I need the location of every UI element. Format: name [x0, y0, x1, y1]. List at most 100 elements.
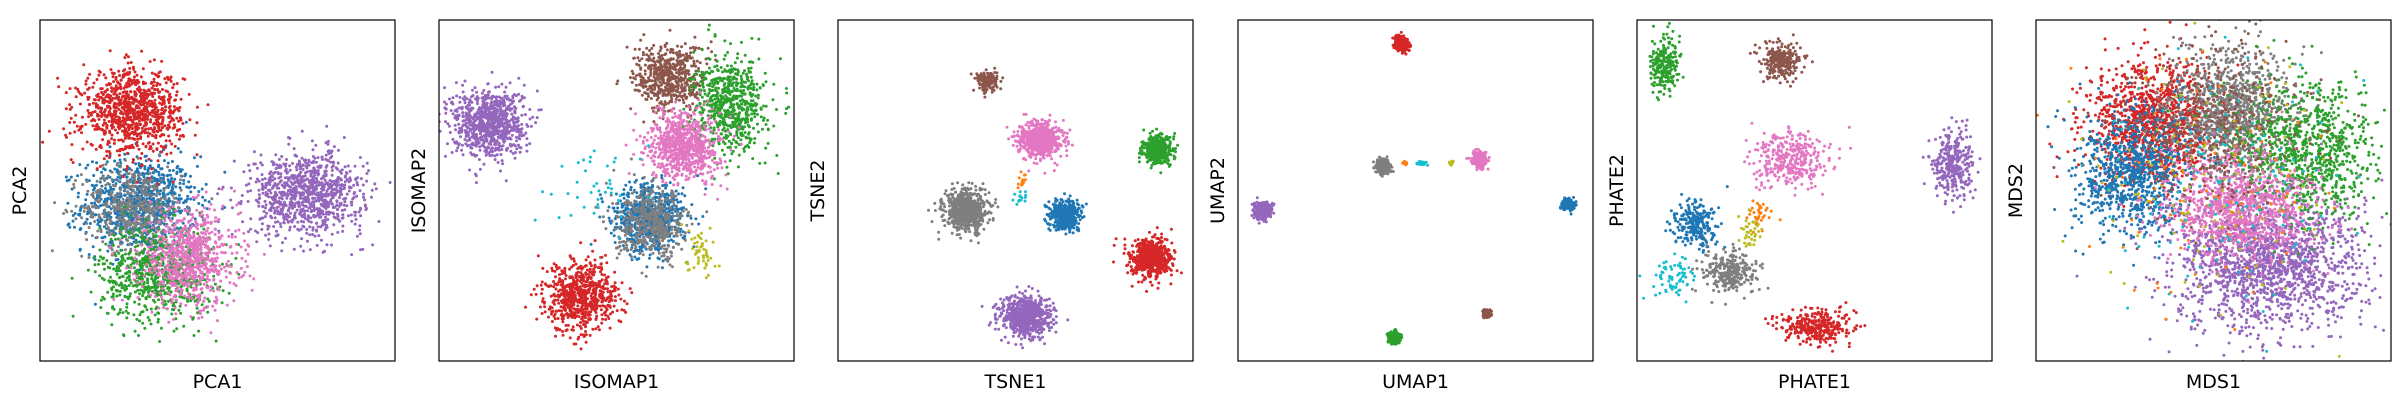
point	[214, 295, 218, 299]
point	[223, 170, 227, 174]
point	[149, 240, 153, 244]
point	[292, 177, 296, 181]
point	[315, 207, 319, 211]
point	[348, 176, 352, 180]
point	[139, 288, 143, 292]
point	[275, 163, 279, 167]
point	[113, 103, 117, 107]
point	[294, 165, 298, 169]
point	[297, 204, 300, 208]
point	[216, 192, 220, 196]
point	[457, 122, 461, 126]
point	[195, 303, 199, 307]
point	[263, 199, 267, 203]
point	[126, 61, 130, 65]
point	[138, 178, 142, 182]
point	[141, 268, 145, 272]
point	[125, 179, 129, 183]
point	[340, 209, 344, 212]
point	[100, 128, 104, 132]
point	[281, 205, 285, 209]
point	[137, 228, 141, 232]
point	[249, 227, 253, 231]
point	[155, 147, 159, 151]
point	[131, 173, 135, 177]
point	[204, 262, 208, 266]
point	[78, 208, 82, 212]
point	[247, 244, 251, 248]
point	[225, 262, 228, 266]
point	[149, 126, 153, 130]
point	[119, 201, 123, 204]
point	[142, 235, 146, 239]
point	[161, 119, 164, 123]
point	[137, 147, 141, 151]
point	[134, 204, 138, 208]
point	[248, 169, 252, 173]
point	[341, 229, 345, 233]
point	[116, 161, 120, 165]
point	[68, 103, 72, 107]
point	[127, 252, 131, 256]
point	[186, 291, 190, 295]
point	[306, 214, 310, 218]
point	[186, 197, 189, 201]
point	[152, 192, 156, 196]
point	[189, 190, 193, 194]
point	[125, 118, 129, 122]
point	[127, 274, 131, 278]
point	[166, 165, 170, 169]
point	[336, 148, 340, 152]
point	[187, 267, 191, 271]
point	[133, 92, 137, 96]
point	[139, 243, 143, 247]
point	[135, 211, 139, 215]
point	[173, 306, 177, 310]
point	[232, 189, 236, 193]
point	[155, 194, 158, 198]
point	[345, 204, 349, 208]
point	[119, 110, 123, 114]
point	[332, 223, 336, 227]
point	[155, 261, 159, 265]
point	[92, 98, 96, 102]
point	[159, 178, 163, 182]
point	[153, 295, 157, 298]
point	[244, 259, 248, 263]
point	[114, 128, 117, 132]
point	[153, 219, 157, 223]
point	[96, 112, 99, 116]
point	[175, 220, 179, 224]
point	[259, 153, 263, 157]
point	[312, 213, 316, 217]
point	[159, 262, 162, 266]
point	[217, 187, 221, 191]
point	[289, 211, 292, 215]
point	[197, 329, 201, 333]
point	[139, 88, 143, 92]
point	[126, 264, 130, 268]
point	[293, 193, 297, 197]
point	[131, 160, 135, 164]
point	[200, 291, 204, 295]
point	[121, 311, 125, 315]
point	[162, 283, 166, 287]
point	[209, 288, 212, 292]
point	[85, 238, 89, 242]
point	[188, 118, 192, 122]
point	[324, 153, 328, 157]
point	[138, 251, 142, 255]
point	[87, 256, 91, 259]
point	[84, 198, 88, 202]
point	[338, 183, 342, 187]
point	[184, 303, 188, 307]
point	[168, 169, 172, 172]
point	[82, 63, 86, 67]
point	[103, 214, 107, 218]
point	[168, 181, 172, 185]
point	[159, 218, 163, 222]
point	[95, 179, 99, 183]
point	[115, 294, 119, 298]
point	[125, 167, 129, 171]
point	[295, 175, 299, 179]
